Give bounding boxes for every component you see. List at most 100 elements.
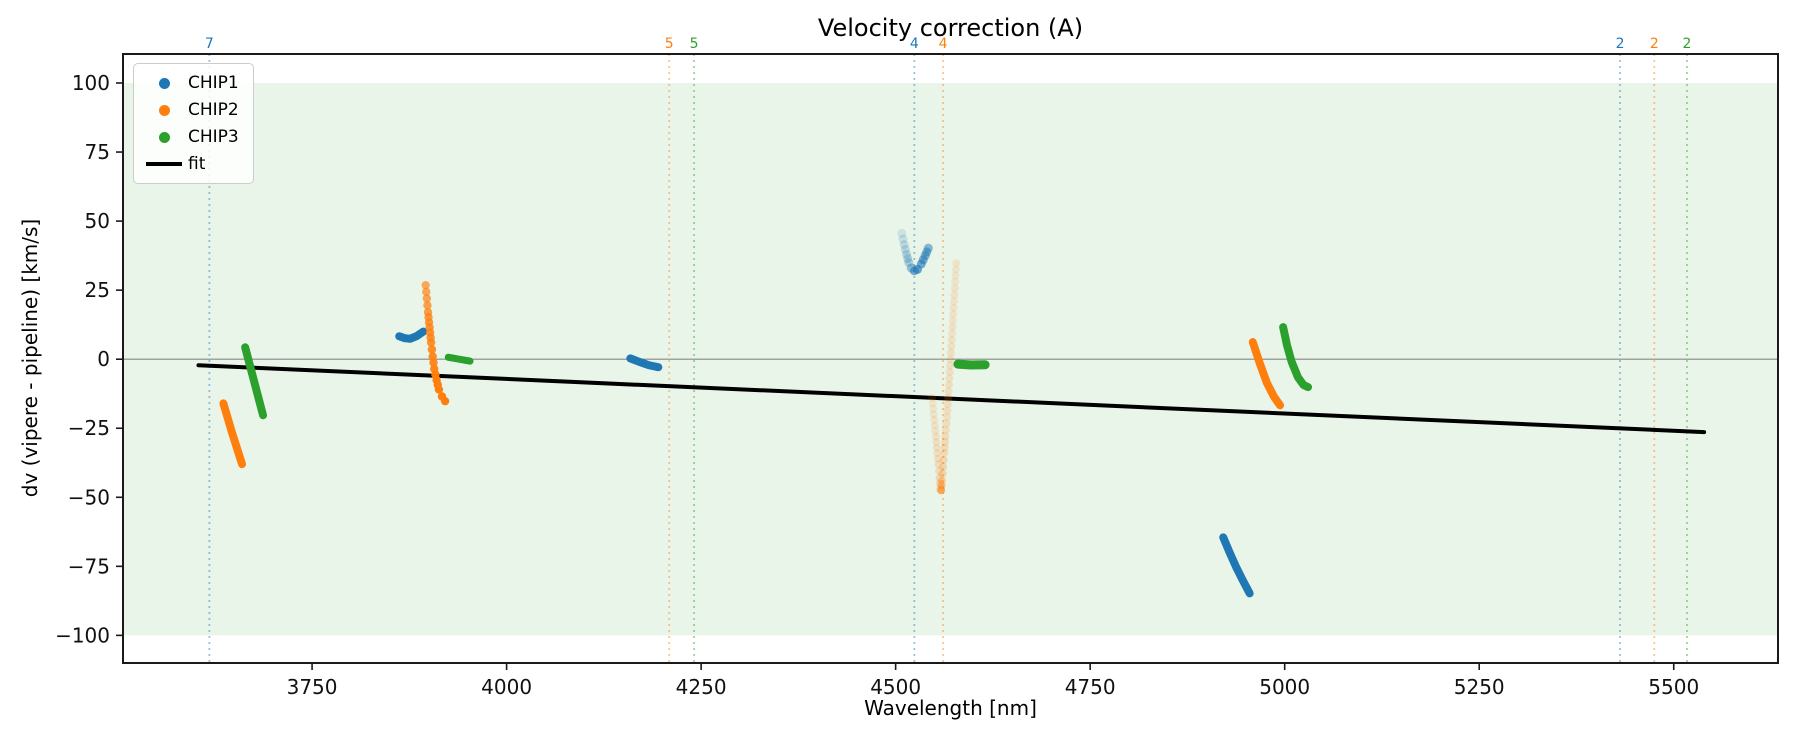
data-point — [944, 393, 953, 402]
data-point — [948, 316, 957, 325]
x-tick-label: 5000 — [1259, 675, 1310, 699]
y-axis-ticks: −100 −75 −50 −25 0 25 50 75 100 — [55, 71, 123, 647]
data-point — [930, 421, 939, 430]
data-trace — [1219, 533, 1254, 598]
y-tick-label: 25 — [85, 278, 110, 302]
marker-swatch — [158, 131, 170, 143]
data-point — [923, 243, 933, 253]
data-point — [428, 352, 437, 361]
legend-line-marker — [142, 162, 186, 166]
data-point — [937, 486, 946, 495]
data-point — [945, 368, 954, 377]
data-point — [899, 240, 909, 250]
data-point — [950, 297, 959, 306]
data-point — [950, 284, 959, 293]
order-label: 7 — [205, 36, 214, 52]
data-point — [948, 329, 957, 338]
legend-item-CHIP3: CHIP3 — [142, 126, 239, 148]
data-point — [944, 387, 953, 396]
data-point — [931, 427, 940, 435]
data-point — [942, 413, 951, 422]
data-point — [932, 438, 941, 447]
x-tick-label: 4250 — [676, 675, 727, 699]
data-point — [929, 410, 938, 419]
data-point — [951, 271, 960, 280]
data-point — [941, 432, 950, 441]
data-point — [897, 229, 907, 239]
x-axis-label: Wavelength [nm] — [864, 696, 1037, 720]
legend-dot-marker — [142, 104, 186, 116]
data-point — [951, 277, 960, 286]
legend-item-CHIP1: CHIP1 — [142, 72, 239, 94]
data-point — [933, 454, 942, 463]
x-tick-label: 4000 — [481, 675, 532, 699]
y-tick-label: 0 — [97, 347, 110, 371]
y-tick-label: 100 — [72, 71, 110, 95]
data-point — [942, 419, 951, 428]
legend-item-CHIP2: CHIP2 — [142, 99, 239, 121]
data-point — [946, 348, 955, 357]
data-point — [938, 469, 947, 478]
data-trace — [1248, 338, 1285, 410]
y-tick-label: −25 — [68, 416, 110, 440]
order-label: 2 — [1650, 36, 1659, 52]
data-point — [937, 476, 946, 485]
data-point — [944, 380, 953, 389]
data-point — [941, 438, 950, 447]
data-trace — [953, 359, 990, 370]
data-trace — [1279, 323, 1313, 392]
order-label: 4 — [939, 36, 948, 52]
data-point — [936, 485, 945, 493]
data-point — [941, 426, 950, 435]
data-point — [935, 467, 944, 476]
x-tick-label: 5250 — [1454, 675, 1505, 699]
data-trace — [219, 399, 247, 469]
data-point — [933, 449, 942, 458]
y-tick-label: 50 — [85, 209, 110, 233]
legend: CHIP1 CHIP2 CHIP3 fit — [133, 63, 254, 184]
order-label: 4 — [910, 36, 919, 52]
marker-swatch — [146, 162, 182, 166]
y-axis-label: dv (vipere - pipeline) [km/s] — [18, 218, 42, 498]
order-label: 2 — [1616, 36, 1625, 52]
data-point — [426, 338, 436, 347]
legend-label: CHIP1 — [188, 73, 239, 93]
data-point — [422, 294, 432, 303]
order-label: 5 — [665, 36, 674, 52]
legend-dot-marker — [142, 131, 186, 143]
data-point — [902, 249, 912, 259]
data-point — [945, 374, 954, 383]
data-point — [946, 361, 955, 370]
data-point — [903, 253, 913, 263]
data-point — [949, 303, 958, 312]
data-point — [950, 290, 959, 299]
data-point — [900, 244, 910, 254]
x-tick-label: 4500 — [870, 675, 921, 699]
data-point — [935, 479, 944, 488]
y-tick-label: −100 — [55, 623, 110, 647]
data-point — [434, 385, 444, 394]
data-trace — [395, 327, 428, 343]
data-point — [948, 322, 957, 331]
series-CHIP1 — [395, 229, 1254, 598]
marker-swatch — [158, 77, 170, 89]
x-tick-label: 4750 — [1065, 675, 1116, 699]
data-point — [947, 342, 956, 351]
y-tick-label: −75 — [68, 554, 110, 578]
x-tick-label: 3750 — [287, 675, 338, 699]
legend-item-fit: fit — [142, 153, 239, 175]
data-point — [429, 358, 438, 367]
marker-swatch — [158, 104, 170, 116]
fit-line — [196, 363, 1707, 435]
plot-title: Velocity correction (A) — [817, 14, 1084, 42]
data-point — [904, 258, 914, 268]
legend-label: CHIP3 — [188, 127, 239, 147]
series-CHIP3 — [241, 323, 1313, 420]
data-point — [946, 355, 955, 364]
data-point — [952, 259, 961, 268]
order-label: 5 — [690, 36, 699, 52]
legend-label: CHIP2 — [188, 100, 239, 120]
series-CHIP2 — [219, 259, 1285, 495]
data-point — [440, 396, 450, 406]
